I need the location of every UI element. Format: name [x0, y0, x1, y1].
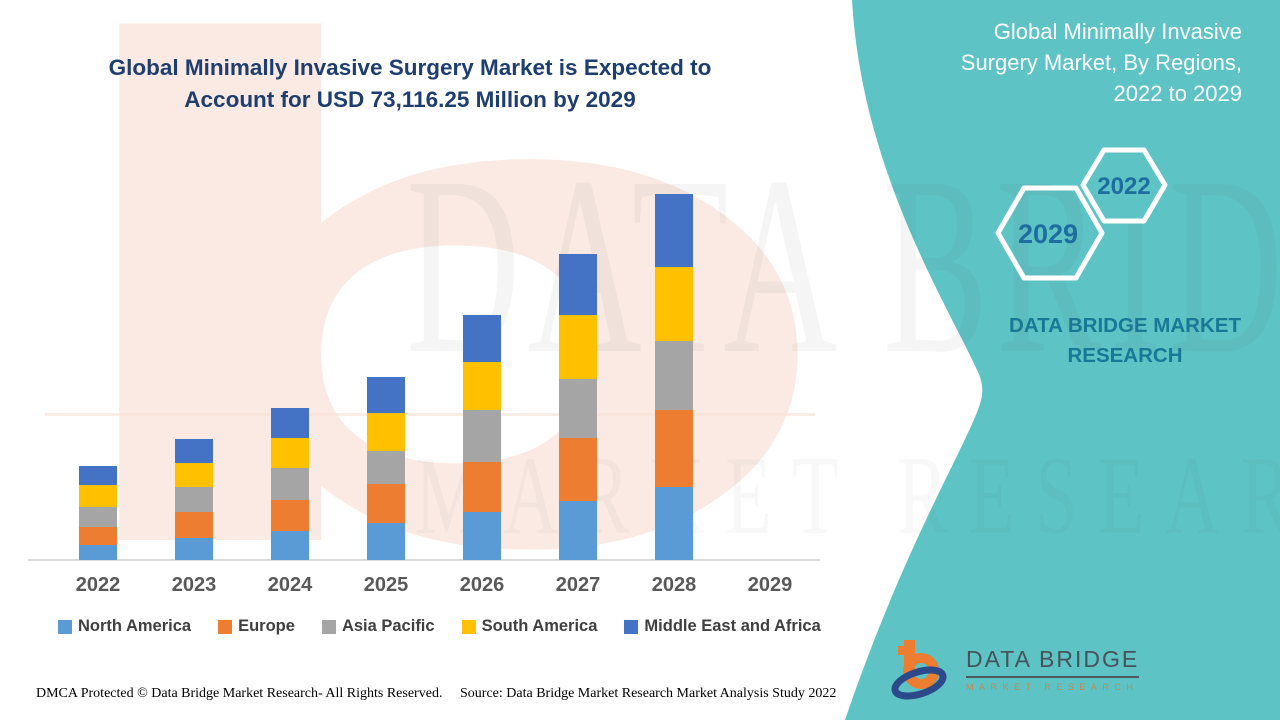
logo-subtitle-text: MARKET RESEARCH	[966, 682, 1139, 692]
stacked-bar-2026	[463, 315, 501, 560]
legend-label: Middle East and Africa	[644, 617, 821, 635]
bar-segment	[655, 487, 693, 560]
dmca-copyright-text: DMCA Protected © Data Bridge Market Rese…	[36, 686, 443, 701]
x-axis-label: 2025	[363, 574, 409, 596]
legend-item: South America	[461, 617, 598, 636]
data-bridge-logo: DATA BRIDGE MARKET RESEARCH	[888, 638, 1140, 700]
bar-segment	[463, 315, 501, 362]
bar-segment	[367, 523, 405, 560]
bar-segment	[367, 484, 405, 523]
bar-segment	[367, 377, 405, 413]
bar-segment	[175, 487, 213, 512]
legend-item: Europe	[218, 617, 295, 636]
bar-segment	[175, 439, 213, 463]
bar-segment	[79, 466, 117, 485]
x-axis-line	[28, 559, 820, 561]
x-axis-label: 2023	[171, 574, 217, 596]
plot-area	[0, 188, 830, 560]
bar-segment	[463, 462, 501, 512]
legend-label: Europe	[238, 617, 295, 635]
bar-segment	[79, 507, 117, 527]
stacked-bar-2028	[655, 194, 693, 560]
bar-segment	[367, 451, 405, 484]
x-axis-label: 2024	[267, 574, 313, 596]
x-axis-labels: 2022 2023 2024 2025 2026 2027 2028 2029	[0, 574, 830, 600]
bar-segment	[175, 538, 213, 560]
stacked-bar-2023	[175, 439, 213, 560]
stacked-bar-2027	[559, 254, 597, 560]
logo-text-block: DATA BRIDGE MARKET RESEARCH	[966, 646, 1140, 692]
hexagon-2029-label: 2029	[1018, 219, 1078, 249]
bar-segment	[271, 438, 309, 468]
bar-segment	[271, 468, 309, 500]
hexagon-2022-label: 2022	[1097, 173, 1150, 200]
legend-swatch	[218, 619, 233, 634]
bar-segment	[463, 512, 501, 560]
logo-name-text: DATA BRIDGE	[966, 646, 1140, 678]
bar-segment	[271, 408, 309, 438]
bar-segment	[367, 413, 405, 451]
bar-segment	[559, 254, 597, 315]
legend-label: Asia Pacific	[341, 617, 435, 635]
year-hexagons: 2029 2022	[995, 147, 1168, 281]
x-axis-label: 2028	[651, 574, 697, 596]
bar-segment	[655, 194, 693, 267]
bar-segment	[559, 438, 597, 501]
bar-segment	[271, 500, 309, 531]
bar-segment	[175, 512, 213, 538]
bar-segment	[655, 410, 693, 487]
stacked-bar-2022	[79, 466, 117, 560]
panel-heading: Global Minimally Invasive Surgery Market…	[960, 19, 1242, 106]
stacked-bar-2025	[367, 377, 405, 560]
hexagon-2029-outline	[995, 185, 1105, 281]
bar-segment	[79, 527, 117, 545]
legend-label: South America	[481, 617, 598, 635]
bar-segment	[655, 267, 693, 341]
bar-segment	[79, 545, 117, 560]
data-bridge-logo-icon	[891, 640, 947, 700]
stacked-bar-2024	[271, 408, 309, 560]
legend-item: Middle East and Africa	[624, 617, 821, 636]
panel-brand-text: DATA BRIDGE MARKET RESEARCH	[1009, 314, 1241, 367]
bar-segment	[559, 315, 597, 379]
chart-legend: North America Europe Asia Pacific South Ame…	[58, 617, 821, 636]
legend-item: Asia Pacific	[321, 617, 435, 636]
bar-segment	[655, 341, 693, 410]
bar-segment	[559, 501, 597, 560]
bar-segment	[559, 379, 597, 438]
bar-segment	[463, 362, 501, 410]
bar-segment	[271, 531, 309, 560]
legend-label: North America	[78, 617, 192, 635]
chart-title: Global Minimally Invasive Surgery Market…	[108, 55, 712, 112]
pink-swoosh-line	[45, 413, 815, 416]
legend-swatch	[321, 619, 336, 634]
source-text: Source: Data Bridge Market Research Mark…	[460, 686, 837, 701]
bar-segment	[463, 410, 501, 462]
hexagon-2022-outline	[1080, 147, 1168, 224]
legend-item: North America	[58, 617, 191, 636]
x-axis-label: 2027	[555, 574, 601, 596]
legend-swatch	[58, 619, 72, 634]
legend-swatch	[624, 619, 639, 634]
x-axis-label: 2026	[459, 574, 505, 596]
x-axis-label: 2022	[75, 574, 121, 596]
legend-swatch	[461, 619, 476, 634]
bar-segment	[175, 463, 213, 487]
x-axis-label: 2029	[747, 574, 793, 596]
bar-segment	[79, 485, 117, 507]
